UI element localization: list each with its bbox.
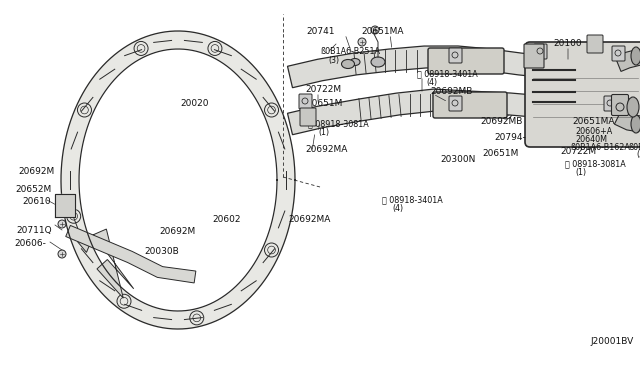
Text: 20651MA: 20651MA	[362, 28, 404, 36]
Text: 20300N: 20300N	[440, 155, 476, 164]
Text: Ⓝ 08918-3401A: Ⓝ 08918-3401A	[382, 196, 443, 205]
FancyBboxPatch shape	[587, 35, 603, 53]
Text: 20692M: 20692M	[159, 228, 195, 237]
Polygon shape	[77, 229, 134, 298]
Text: (3): (3)	[636, 151, 640, 160]
Text: Ⓝ 08918-3401A: Ⓝ 08918-3401A	[417, 70, 477, 78]
Polygon shape	[287, 46, 576, 88]
FancyBboxPatch shape	[449, 96, 462, 111]
FancyBboxPatch shape	[449, 48, 462, 63]
Text: 20020: 20020	[180, 99, 209, 109]
Polygon shape	[66, 225, 196, 283]
Text: 20602: 20602	[212, 215, 241, 224]
Text: (4): (4)	[392, 205, 403, 214]
Text: 20692MA: 20692MA	[305, 145, 348, 154]
Text: 20606+A: 20606+A	[575, 128, 612, 137]
Polygon shape	[568, 78, 628, 123]
Text: 20711Q: 20711Q	[16, 225, 52, 234]
FancyBboxPatch shape	[534, 44, 547, 59]
FancyBboxPatch shape	[299, 94, 312, 109]
Text: 20606-: 20606-	[14, 240, 46, 248]
Text: (1): (1)	[575, 167, 586, 176]
Text: (1): (1)	[318, 128, 329, 138]
Text: 20030B: 20030B	[145, 247, 179, 257]
Ellipse shape	[342, 60, 355, 68]
Text: (4): (4)	[426, 78, 437, 87]
FancyBboxPatch shape	[524, 44, 544, 68]
Text: 20722M: 20722M	[305, 86, 341, 94]
Text: 20651M: 20651M	[306, 99, 342, 109]
Text: 20742: 20742	[610, 103, 638, 112]
FancyBboxPatch shape	[525, 42, 640, 147]
Text: 20692M: 20692M	[18, 167, 54, 176]
Text: 20692MB: 20692MB	[430, 87, 472, 96]
Circle shape	[58, 250, 66, 258]
Text: (3): (3)	[328, 55, 339, 64]
Text: ß0B1A6-B162A: ß0B1A6-B162A	[570, 144, 630, 153]
Polygon shape	[61, 31, 295, 329]
FancyBboxPatch shape	[611, 94, 628, 115]
Text: 20692MA: 20692MA	[289, 215, 331, 224]
Polygon shape	[569, 63, 623, 95]
Ellipse shape	[350, 58, 360, 65]
Text: 20100: 20100	[554, 39, 582, 48]
Circle shape	[58, 220, 66, 228]
Text: 20651M: 20651M	[482, 150, 518, 158]
Text: Ⓝ 08918-3081A: Ⓝ 08918-3081A	[308, 119, 369, 128]
FancyBboxPatch shape	[300, 108, 316, 126]
Ellipse shape	[631, 115, 640, 133]
Text: ß0B1A6-B251A: ß0B1A6-B251A	[320, 48, 380, 57]
Text: 20651MA: 20651MA	[572, 118, 614, 126]
Ellipse shape	[371, 57, 385, 67]
Text: 20794-: 20794-	[494, 132, 525, 141]
Text: J20001BV: J20001BV	[590, 337, 633, 346]
FancyBboxPatch shape	[612, 46, 625, 61]
Polygon shape	[79, 49, 277, 311]
Circle shape	[358, 38, 366, 46]
Text: 20640M: 20640M	[575, 135, 607, 144]
Ellipse shape	[627, 97, 639, 117]
Text: ß0B1A6-B251A: ß0B1A6-B251A	[628, 142, 640, 151]
Polygon shape	[615, 49, 640, 71]
Polygon shape	[55, 194, 75, 217]
Text: 20692MB: 20692MB	[480, 118, 522, 126]
Circle shape	[371, 26, 379, 34]
Text: 20722M: 20722M	[560, 148, 596, 157]
Text: 20652M: 20652M	[15, 186, 51, 195]
Text: 20741: 20741	[307, 28, 335, 36]
Ellipse shape	[631, 47, 640, 65]
Polygon shape	[287, 89, 576, 135]
Text: Ⓝ 08918-3081A: Ⓝ 08918-3081A	[565, 160, 626, 169]
Text: 20610: 20610	[22, 198, 51, 206]
FancyBboxPatch shape	[604, 96, 617, 111]
Polygon shape	[614, 110, 640, 132]
FancyBboxPatch shape	[433, 92, 507, 118]
FancyBboxPatch shape	[428, 48, 504, 74]
